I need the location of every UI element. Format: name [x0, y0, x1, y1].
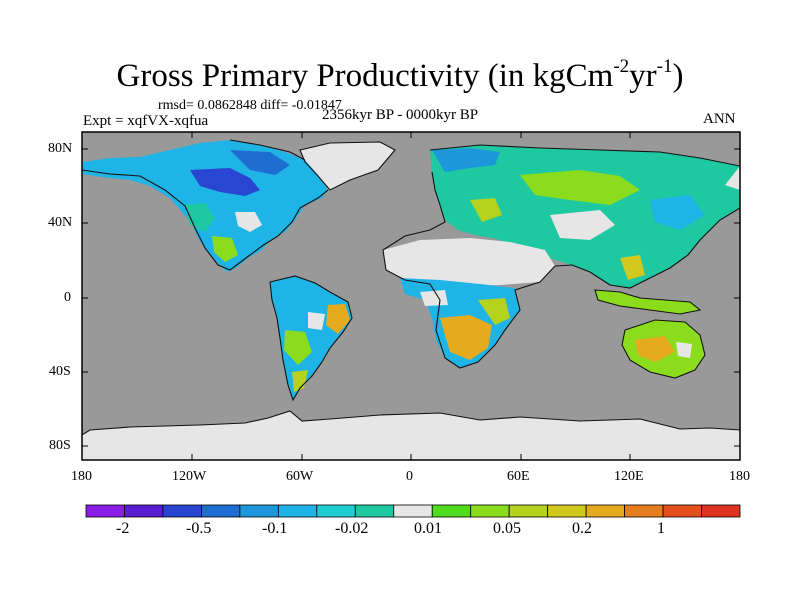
lon-label-60w: 60W — [286, 469, 314, 484]
map-panel — [82, 132, 740, 460]
colorbar-swatch — [662, 504, 702, 518]
colorbar-label: -0.5 — [186, 520, 212, 537]
coastlines — [82, 139, 740, 436]
colorbar-swatch — [393, 504, 433, 518]
colorbar-label: 0.01 — [414, 520, 442, 537]
colorbar-label: 0.2 — [572, 520, 592, 537]
colorbar-label: 0.05 — [493, 520, 521, 537]
colorbar-swatch — [85, 504, 125, 518]
colorbar-swatch — [470, 504, 510, 518]
colorbar-swatch — [431, 504, 472, 518]
lon-label-180w: 180 — [71, 469, 92, 484]
colorbar-label: 1 — [657, 520, 665, 537]
colorbar-swatch — [162, 504, 202, 518]
experiment-label: Expt = xqfVX-xqfua — [83, 113, 209, 129]
colorbar-swatch — [316, 504, 356, 518]
colorbar-swatch — [585, 504, 625, 518]
lon-label-120w: 120W — [172, 469, 207, 484]
lon-label-0: 0 — [406, 469, 413, 484]
colorbar-label: -2 — [116, 520, 130, 537]
colorbar-label: -0.02 — [335, 520, 369, 537]
colorbar-swatch — [547, 504, 587, 518]
colorbar — [85, 504, 741, 518]
colorbar-swatch — [201, 504, 241, 518]
lat-label-80s: 80S — [49, 438, 71, 453]
greenland — [300, 142, 395, 190]
colorbar-swatch — [277, 504, 318, 518]
lat-label-40s: 40S — [49, 364, 71, 379]
season-label: ANN — [703, 111, 736, 127]
stats-text: rmsd= 0.0862848 diff= -0.01847 — [158, 98, 342, 113]
period-label: 2356kyr BP - 0000kyr BP — [322, 107, 479, 123]
antarctica — [82, 411, 740, 460]
colorbar-swatch — [354, 504, 395, 518]
lat-label-80n: 80N — [48, 141, 73, 156]
sahara — [383, 238, 555, 286]
colorbar-swatch — [124, 504, 164, 518]
colorbar-swatch — [624, 504, 664, 518]
colorbar-swatch — [508, 504, 549, 518]
lat-label-0: 0 — [64, 290, 71, 305]
colorbar-label: -0.1 — [262, 520, 288, 537]
chart-title: Gross Primary Productivity (in kgCm-2yr-… — [116, 56, 684, 94]
lon-label-180e: 180 — [729, 469, 750, 484]
colorbar-swatch — [239, 504, 279, 518]
lon-label-60e: 60E — [507, 469, 530, 484]
indonesia — [595, 290, 700, 314]
lon-ticks — [191, 132, 631, 460]
lat-ticks — [82, 148, 740, 447]
lat-label-40n: 40N — [48, 215, 73, 230]
lon-label-120e: 120E — [614, 469, 644, 484]
colorbar-swatch — [701, 504, 741, 518]
